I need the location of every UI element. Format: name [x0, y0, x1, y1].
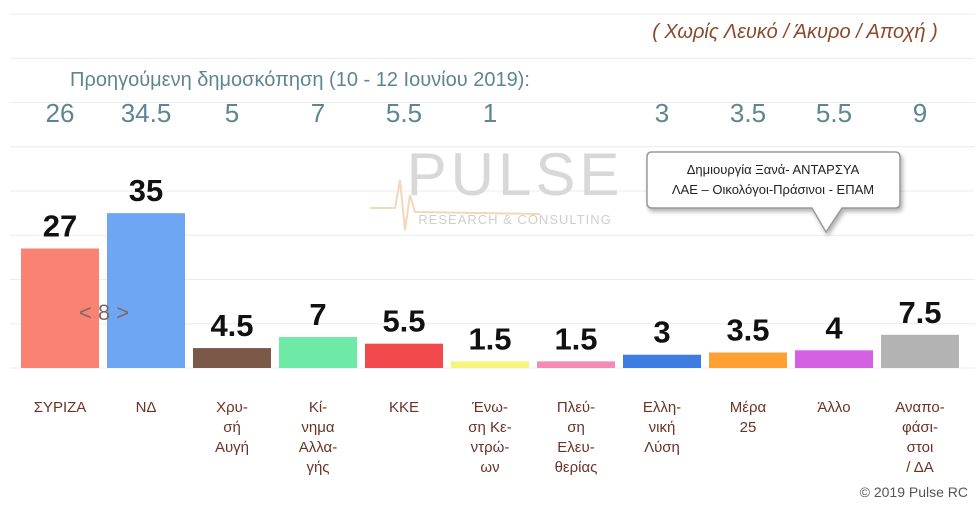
category-label: Άλλο [817, 399, 851, 416]
previous-value: 3.5 [730, 98, 766, 128]
callout-text: ΛΑΕ – Οικολόγοι-Πράσινοι - ΕΠΑΜ [672, 182, 874, 197]
watermark-title: PULSE [407, 141, 624, 208]
previous-value: 1 [483, 98, 497, 128]
bar [107, 213, 185, 368]
value-label: 5.5 [382, 304, 425, 339]
category-label: Ελλη- νική Λύση [642, 399, 682, 456]
bar [537, 361, 615, 368]
value-label: 3.5 [726, 313, 769, 348]
previous-value: 5.5 [386, 98, 422, 128]
value-label: 7.5 [898, 295, 941, 330]
bar [21, 248, 99, 368]
value-label: 4.5 [210, 308, 253, 343]
previous-title: Προηγούμενη δημοσκόπηση (10 - 12 Ιουνίου… [70, 69, 530, 91]
previous-value: 5 [225, 98, 239, 128]
value-label: 4 [825, 310, 843, 345]
value-label: 1.5 [468, 321, 511, 356]
bar [193, 348, 271, 368]
bar [881, 334, 959, 368]
category-label: Ένω- ση Κε- ντρώ- ων [468, 399, 512, 476]
callout [646, 151, 901, 234]
previous-value: 7 [311, 98, 325, 128]
bar [623, 354, 701, 368]
previous-value: 34.5 [121, 98, 172, 128]
previous-value: 26 [46, 98, 75, 128]
bar [709, 352, 787, 368]
bar [279, 337, 357, 368]
bar [365, 343, 443, 368]
bar [795, 350, 873, 368]
category-label: Κί- νημα Αλλα- γής [298, 399, 338, 476]
value-label: 35 [129, 173, 163, 208]
value-label: 27 [43, 209, 77, 244]
callout-text: Δημιουργία Ξανά- ΑΝΤΑΡΣΥΑ [687, 162, 860, 177]
category-label: Χρυ- σή Αυγή [214, 399, 250, 456]
category-label: ΚΚΕ [388, 399, 419, 416]
bar [451, 361, 529, 368]
category-label: Μέρα 25 [729, 399, 767, 436]
watermark-subtitle: RESEARCH & CONSULTING [418, 212, 611, 227]
category-label: ΝΔ [135, 399, 157, 416]
value-label: 7 [309, 297, 326, 332]
category-label: Αναπο- φάσι- στοι / ΔΑ [895, 399, 945, 476]
previous-value: 5.5 [816, 98, 852, 128]
previous-value: 9 [913, 98, 927, 128]
category-label: ΣΥΡΙΖΑ [33, 399, 87, 416]
value-label: 1.5 [554, 321, 597, 356]
value-label: 3 [653, 315, 670, 350]
category-label: Πλεύ- ση Ελευ- θερίας [554, 399, 598, 476]
previous-value: 3 [655, 98, 669, 128]
copyright: © 2019 Pulse RC [859, 484, 968, 500]
watermark-icon [370, 179, 541, 231]
carousel: < 8 > [79, 300, 129, 325]
subtitle: ( Χωρίς Λευκό / Άκυρο / Αποχή ) [652, 21, 938, 43]
